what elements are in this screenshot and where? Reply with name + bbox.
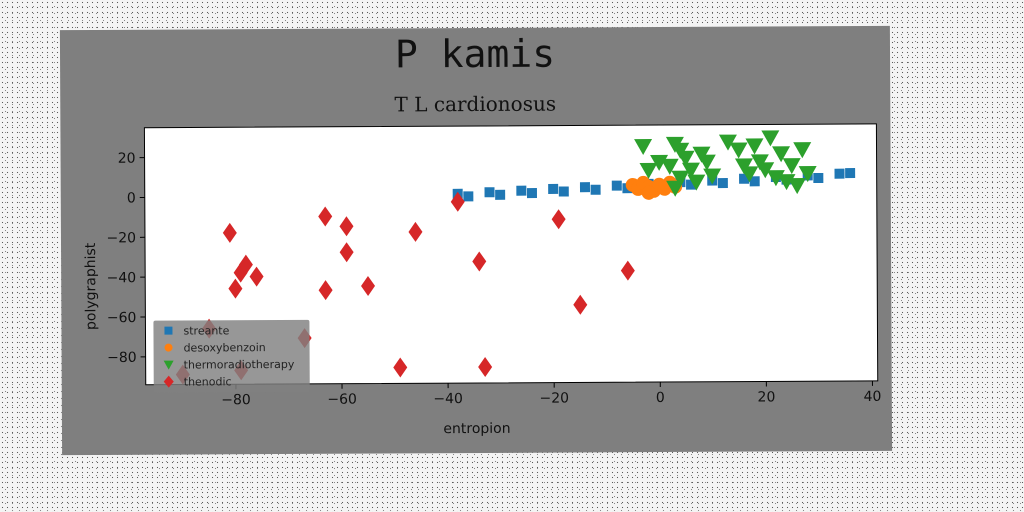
data-point-thenodic bbox=[361, 275, 376, 296]
data-point-streante bbox=[484, 187, 495, 198]
y-tick-label: −80 bbox=[107, 350, 137, 366]
data-point-thermoradiotherapy bbox=[697, 154, 716, 171]
data-point-thermoradiotherapy bbox=[676, 150, 695, 167]
plot-svg: −80 −60 −40 −20 0 20 40 20 0 −20 −40 −60 −80 bbox=[106, 123, 882, 409]
data-point-thenodic bbox=[472, 251, 487, 272]
data-point-thermoradiotherapy bbox=[729, 142, 748, 159]
data-point-thermoradiotherapy bbox=[639, 162, 658, 179]
data-point-thermoradiotherapy bbox=[740, 166, 759, 183]
data-point-thermoradiotherapy bbox=[634, 138, 653, 156]
data-point-thermoradiotherapy bbox=[745, 138, 764, 155]
data-point-thermoradiotherapy bbox=[671, 170, 690, 187]
data-point-streante bbox=[516, 185, 527, 196]
data-point-thermoradiotherapy bbox=[756, 162, 775, 179]
data-point-thenodic bbox=[339, 242, 354, 263]
data-point-thenodic bbox=[478, 357, 493, 378]
x-tick-label: −40 bbox=[433, 391, 463, 407]
data-point-thenodic bbox=[339, 216, 354, 237]
legend-entry-desoxybenzoin: desoxybenzoin bbox=[162, 339, 266, 356]
legend: streante desoxybenzoin thermoradiotherap… bbox=[153, 319, 310, 393]
data-point-thenodic bbox=[228, 278, 243, 299]
data-point-thermoradiotherapy bbox=[793, 142, 812, 159]
data-point-thermoradiotherapy bbox=[772, 146, 791, 163]
data-point-thenodic bbox=[222, 222, 237, 243]
x-tick-label: −20 bbox=[539, 391, 569, 407]
data-point-thenodic bbox=[408, 221, 423, 242]
data-point-thermoradiotherapy bbox=[660, 158, 679, 175]
legend-entry-thenodic: thenodic bbox=[162, 373, 232, 389]
data-point-thermoradiotherapy bbox=[703, 168, 722, 185]
legend-label: thenodic bbox=[183, 374, 232, 389]
data-point-thenodic bbox=[393, 357, 408, 378]
data-point-thermoradiotherapy bbox=[788, 178, 807, 195]
data-point-thermoradiotherapy bbox=[681, 162, 700, 179]
legend-marker-diamond bbox=[163, 375, 174, 388]
x-tick-label: 20 bbox=[757, 389, 775, 405]
axis-ticks: −80 −60 −40 −20 0 20 40 20 0 −20 −40 −60 −80 bbox=[106, 151, 882, 409]
y-axis-label: polygraphist bbox=[83, 242, 100, 331]
data-point-streante bbox=[548, 183, 559, 194]
data-point-thenodic bbox=[450, 191, 465, 212]
data-point-streante bbox=[845, 168, 856, 179]
data-point-streante bbox=[558, 186, 569, 197]
legend-entry-streante: streante bbox=[161, 322, 229, 338]
data-point-thenodic bbox=[318, 280, 333, 301]
y-tick-label: 20 bbox=[118, 151, 136, 167]
data-point-thenodic bbox=[551, 209, 566, 230]
data-point-thermoradiotherapy bbox=[798, 166, 817, 183]
x-tick-label: 40 bbox=[864, 389, 882, 405]
data-point-streante bbox=[590, 184, 601, 195]
y-tick-label: −60 bbox=[107, 310, 137, 326]
data-point-streante bbox=[717, 178, 728, 189]
y-tick-label: −20 bbox=[106, 230, 136, 246]
data-point-thenodic bbox=[318, 206, 333, 227]
y-tick-label: 0 bbox=[127, 191, 136, 207]
data-point-thenodic bbox=[238, 254, 253, 275]
data-point-thenodic bbox=[620, 260, 635, 281]
x-tick-label: −60 bbox=[327, 392, 357, 408]
legend-marker-square bbox=[164, 326, 173, 335]
data-point-streante bbox=[463, 191, 474, 202]
data-point-thermoradiotherapy bbox=[666, 180, 685, 197]
data-point-desoxybenzoin bbox=[641, 185, 656, 200]
legend-label: streante bbox=[183, 323, 230, 338]
chart-figure: P kamis T L cardionosus −80 −60 −40 −20 0 20 4… bbox=[59, 25, 893, 456]
data-point-thermoradiotherapy bbox=[687, 174, 706, 191]
legend-marker-triangle bbox=[163, 360, 174, 370]
legend-entry-thermoradiotherapy: thermoradiotherapy bbox=[162, 356, 295, 373]
data-point-thenodic bbox=[233, 262, 248, 283]
legend-label: thermoradiotherapy bbox=[183, 357, 295, 372]
data-point-streante bbox=[813, 172, 824, 184]
legend-label: desoxybenzoin bbox=[183, 340, 266, 355]
data-point-streante bbox=[526, 188, 537, 199]
x-tick-label: 0 bbox=[656, 390, 665, 406]
data-point-thermoradiotherapy bbox=[761, 130, 780, 147]
data-point-thermoradiotherapy bbox=[718, 134, 737, 151]
data-point-thenodic bbox=[573, 294, 588, 315]
x-tick-label: −80 bbox=[221, 392, 251, 408]
data-point-thermoradiotherapy bbox=[782, 158, 801, 175]
legend-marker-circle bbox=[164, 343, 173, 352]
y-tick-label: −40 bbox=[107, 270, 137, 286]
data-point-streante bbox=[611, 180, 622, 191]
data-point-streante bbox=[834, 168, 845, 179]
data-point-streante bbox=[749, 176, 760, 187]
data-point-streante bbox=[579, 182, 591, 193]
data-point-thenodic bbox=[249, 266, 264, 287]
data-point-streante bbox=[495, 189, 506, 200]
